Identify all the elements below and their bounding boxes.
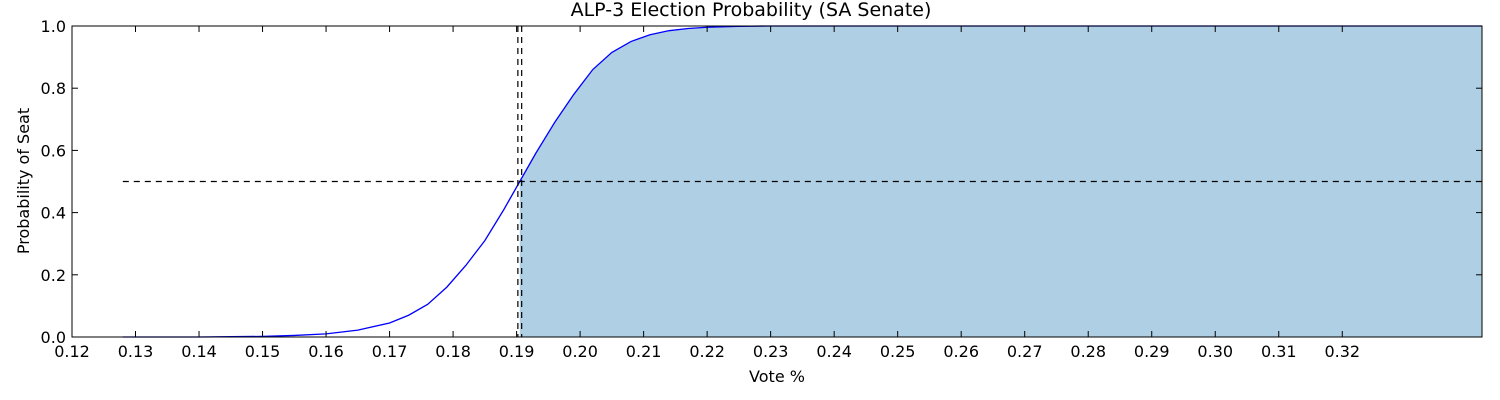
x-tick-label: 0.32 (1324, 342, 1360, 361)
x-tick-label: 0.23 (753, 342, 789, 361)
x-tick-label: 0.12 (54, 342, 90, 361)
x-tick-label: 0.21 (626, 342, 662, 361)
probability-curve (122, 25, 1482, 338)
y-tick-label: 0.4 (41, 204, 66, 223)
chart-title: ALP-3 Election Probability (SA Senate) (571, 0, 932, 21)
y-tick-label: 0.0 (41, 328, 66, 347)
y-axis-label: Probability of Seat (14, 108, 33, 254)
x-tick-label: 0.22 (689, 342, 725, 361)
x-tick-label: 0.16 (308, 342, 344, 361)
x-axis-ticks: 0.12 0.13 0.14 0.15 0.16 0.17 0.18 0.19 0.20 0.21… (54, 26, 1360, 361)
x-tick-label: 0.29 (1134, 342, 1170, 361)
x-tick-label: 0.25 (880, 342, 916, 361)
y-tick-label: 0.6 (41, 141, 66, 160)
x-tick-label: 0.13 (118, 342, 154, 361)
x-tick-label: 0.24 (816, 342, 852, 361)
y-axis-ticks: 0.0 0.2 0.4 0.6 0.8 1.0 (41, 17, 1482, 347)
x-tick-label: 0.30 (1197, 342, 1233, 361)
x-tick-label: 0.17 (372, 342, 408, 361)
plot-area (71, 25, 1483, 338)
y-tick-label: 0.2 (41, 266, 66, 285)
x-tick-label: 0.28 (1070, 342, 1106, 361)
x-tick-label: 0.27 (1007, 342, 1043, 361)
plot-frame (71, 25, 1483, 338)
shaded-probability-area (519, 26, 1482, 337)
x-tick-label: 0.20 (562, 342, 598, 361)
x-tick-label: 0.14 (181, 342, 217, 361)
x-tick-label: 0.19 (499, 342, 535, 361)
x-tick-label: 0.26 (943, 342, 979, 361)
x-tick-label: 0.15 (245, 342, 281, 361)
y-tick-label: 0.8 (41, 79, 66, 98)
x-tick-label: 0.31 (1261, 342, 1297, 361)
x-tick-label: 0.18 (435, 342, 471, 361)
y-tick-label: 1.0 (41, 17, 66, 36)
x-axis-label: Vote % (749, 367, 805, 386)
